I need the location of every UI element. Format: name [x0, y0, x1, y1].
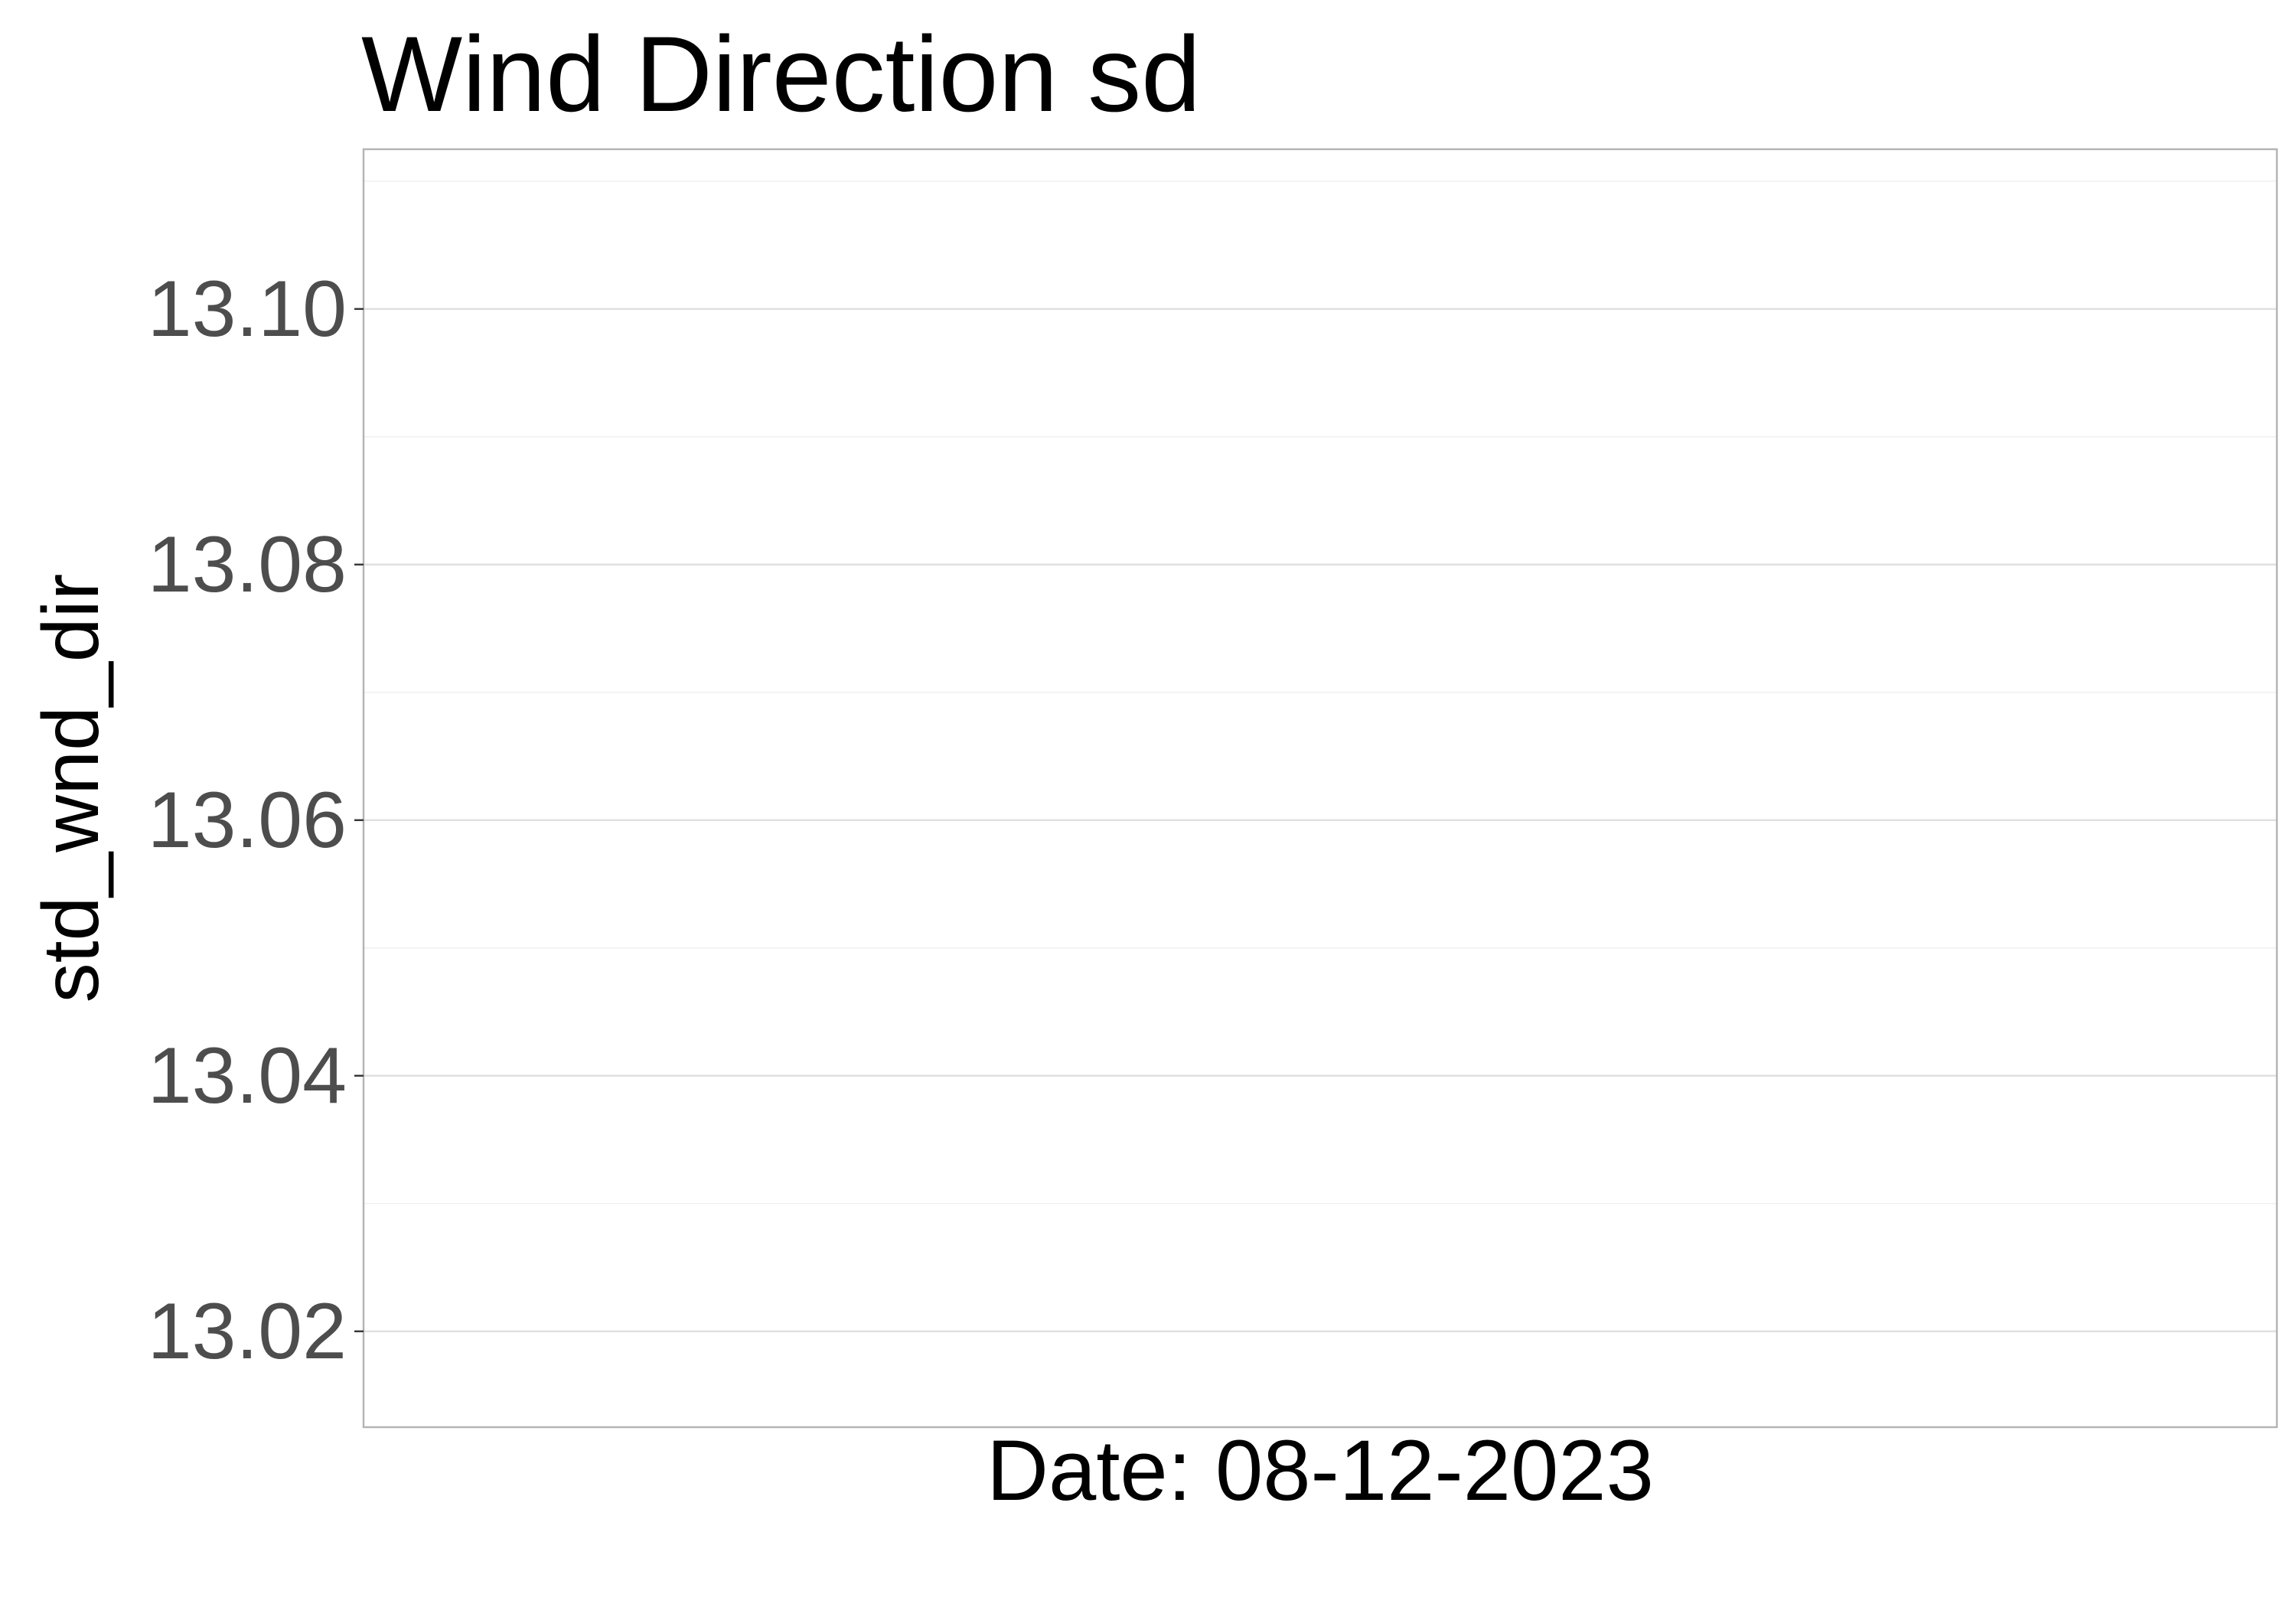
- chart-title: Wind Direction sd: [361, 14, 1201, 134]
- y-tick-label: 13.10: [148, 265, 347, 354]
- y-tick-label: 13.08: [148, 520, 347, 609]
- plot-panel-border: [362, 148, 2278, 1429]
- y-tick-label: 13.02: [148, 1287, 347, 1376]
- y-axis-label: std_wnd_dir: [27, 574, 116, 1003]
- y-tick-label: 13.06: [148, 776, 347, 865]
- x-axis-label: Date: 08-12-2023: [987, 1423, 1654, 1518]
- y-axis-ticks: 13.02 13.04 13.06 13.08 13.10: [148, 265, 364, 1376]
- y-tick-label: 13.04: [148, 1032, 347, 1120]
- grid-layer: [364, 180, 2277, 1332]
